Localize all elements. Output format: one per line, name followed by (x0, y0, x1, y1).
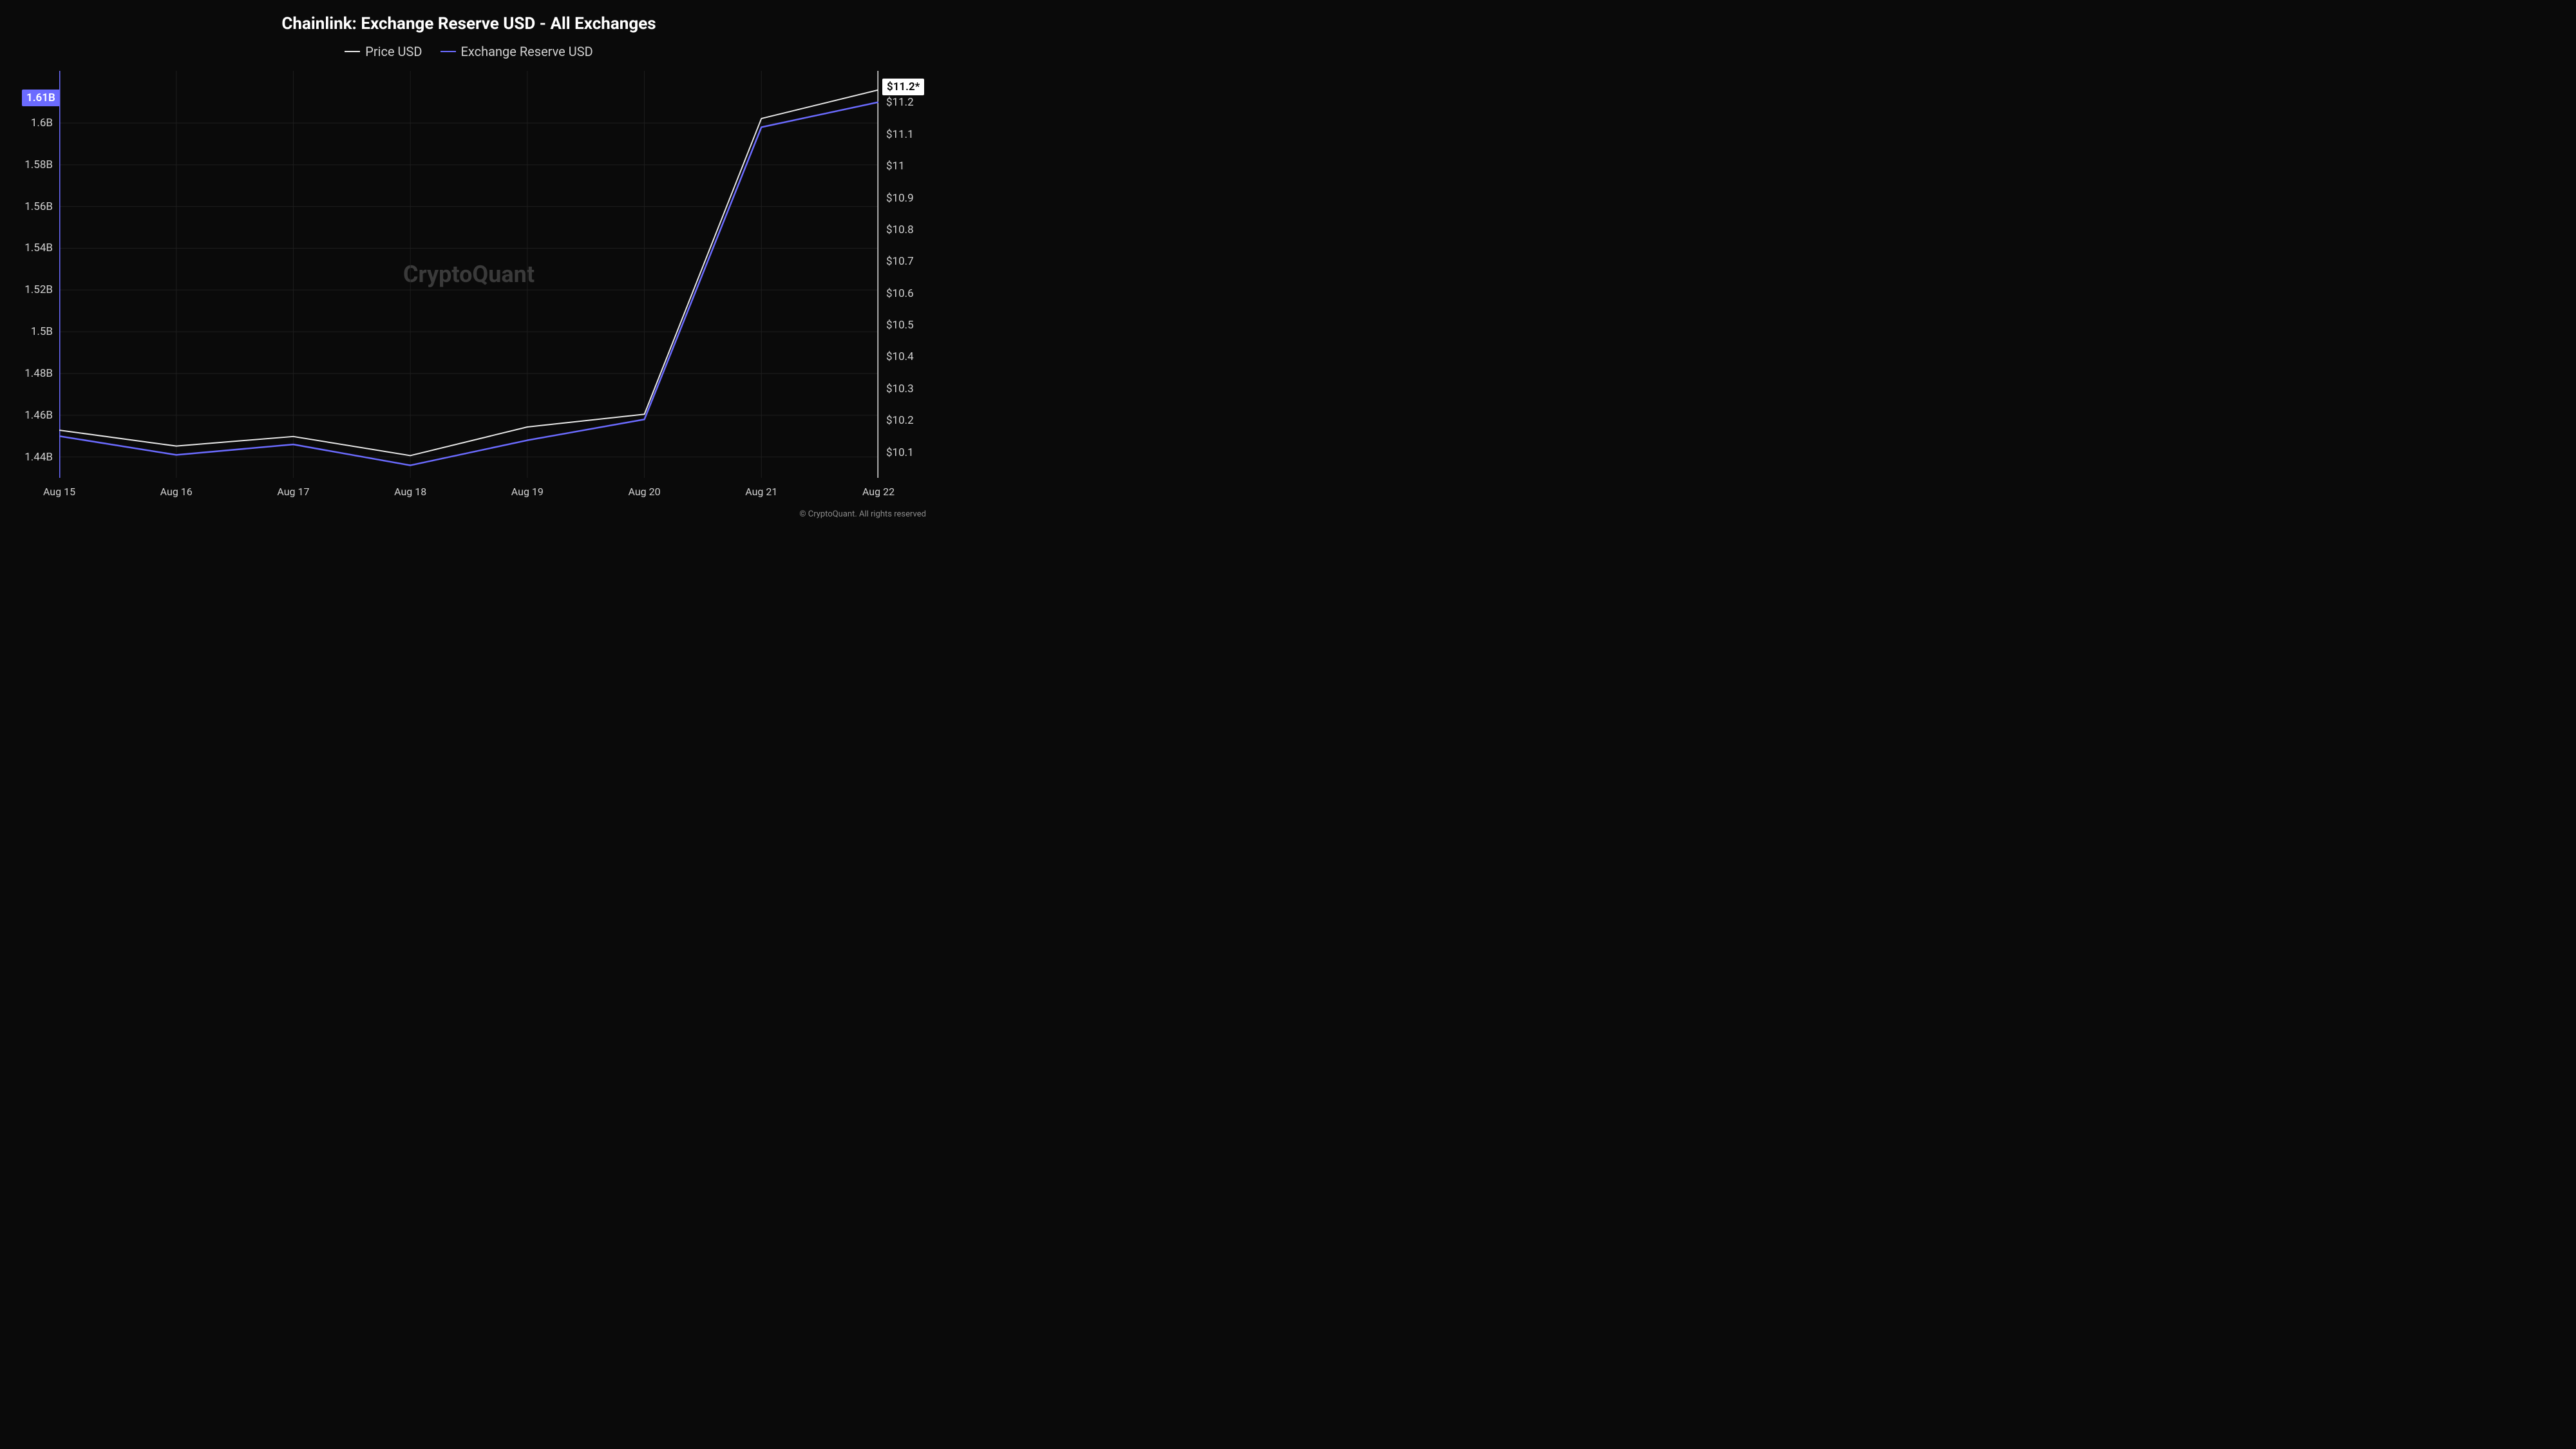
y-right-tick-label: $10.9 (886, 192, 914, 205)
y-right-tick-label: $10.6 (886, 287, 914, 300)
legend-item: Exchange Reserve USD (440, 44, 593, 59)
y-right-tick-label: $10.7 (886, 255, 914, 268)
legend-label: Price USD (365, 44, 422, 59)
x-tick-label: Aug 17 (277, 486, 309, 498)
y-left-tick-label: 1.46B (24, 409, 53, 422)
x-tick-label: Aug 22 (862, 486, 895, 498)
y-right-tick-label: $10.1 (886, 446, 914, 459)
y-right-tick-label: $10.8 (886, 223, 914, 236)
y-right-current-badge: $11.2* (882, 79, 924, 95)
y-left-tick-label: 1.56B (24, 200, 53, 213)
y-left-current-badge: 1.61B (22, 90, 60, 106)
x-tick-label: Aug 16 (160, 486, 193, 498)
chart-plot-area: CryptoQuant (59, 71, 878, 478)
y-left-tick-label: 1.58B (24, 158, 53, 171)
x-axis-labels: Aug 15Aug 16Aug 17Aug 18Aug 19Aug 20Aug … (59, 486, 878, 501)
x-tick-label: Aug 20 (629, 486, 661, 498)
y-left-tick-label: 1.54B (24, 242, 53, 254)
y-right-tick-label: $10.3 (886, 383, 914, 395)
y-left-tick-label: 1.5B (31, 325, 53, 338)
copyright-text: © CryptoQuant. All rights reserved (799, 509, 926, 519)
y-left-tick-label: 1.52B (24, 283, 53, 296)
y-left-tick-label: 1.44B (24, 451, 53, 464)
y-left-tick-label: 1.6B (31, 117, 53, 129)
x-tick-label: Aug 19 (511, 486, 544, 498)
legend-swatch (440, 51, 456, 52)
chart-svg (59, 71, 878, 478)
y-right-tick-label: $10.5 (886, 319, 914, 332)
y-left-tick-label: 1.48B (24, 367, 53, 380)
x-tick-label: Aug 21 (745, 486, 777, 498)
x-tick-label: Aug 15 (43, 486, 75, 498)
legend-item: Price USD (345, 44, 422, 59)
series-line (59, 102, 878, 466)
y-right-tick-label: $10.4 (886, 350, 914, 363)
series-line (59, 90, 878, 456)
y-right-tick-label: $11.2 (886, 96, 914, 109)
y-right-tick-label: $11.1 (886, 128, 914, 141)
legend-swatch (345, 51, 360, 52)
y-right-tick-label: $10.2 (886, 414, 914, 427)
y-axis-left-labels: 1.44B 1.46B 1.48B 1.5B 1.52B 1.54B 1.56B 1.58B 1… (0, 71, 53, 478)
y-right-tick-label: $11 (886, 160, 905, 173)
chart-legend: Price USD Exchange Reserve USD (0, 40, 938, 59)
y-axis-right-labels: $10.1 $10.2 $10.3 $10.4 $10.5 $10.6 $10.7 $10.8… (886, 71, 938, 478)
chart-title: Chainlink: Exchange Reserve USD - All Ex… (0, 14, 938, 33)
x-tick-label: Aug 18 (394, 486, 426, 498)
legend-label: Exchange Reserve USD (461, 44, 593, 59)
